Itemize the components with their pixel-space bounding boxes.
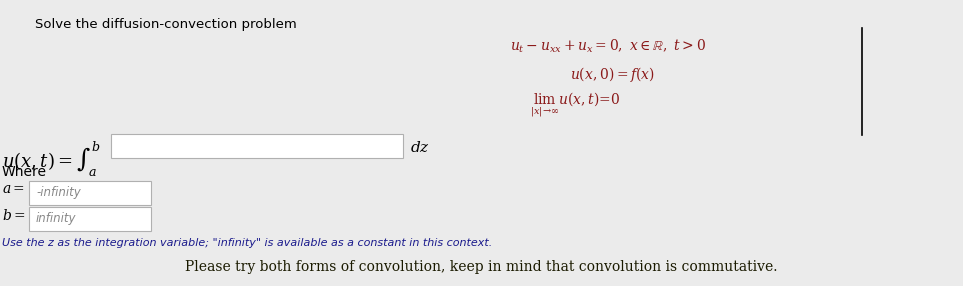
FancyBboxPatch shape [111,134,403,158]
Text: $\lim_{|x| \to \infty} u(x, t) = 0$: $\lim_{|x| \to \infty} u(x, t) = 0$ [530,90,620,118]
FancyBboxPatch shape [29,181,151,205]
Text: Please try both forms of convolution, keep in mind that convolution is commutati: Please try both forms of convolution, ke… [185,260,778,274]
Text: Solve the diffusion-convection problem: Solve the diffusion-convection problem [35,18,297,31]
Text: $u_t - u_{xx} + u_x = 0, \ x \in \mathbb{R}, \ t > 0$: $u_t - u_{xx} + u_x = 0, \ x \in \mathbb… [510,38,706,55]
Text: Use the z as the integration variable; "infinity" is available as a constant in : Use the z as the integration variable; "… [2,238,492,248]
Text: Where: Where [2,165,47,179]
Text: $u(x, 0) = f(x)$: $u(x, 0) = f(x)$ [570,65,655,84]
Text: $a =$: $a =$ [2,182,25,196]
Text: infinity: infinity [36,212,76,225]
Text: $dz$: $dz$ [410,140,429,155]
Text: -infinity: -infinity [36,186,81,199]
Text: $u(x,t) = \int_a^b$: $u(x,t) = \int_a^b$ [2,140,101,179]
FancyBboxPatch shape [29,207,151,231]
Text: $b =$: $b =$ [2,208,26,223]
